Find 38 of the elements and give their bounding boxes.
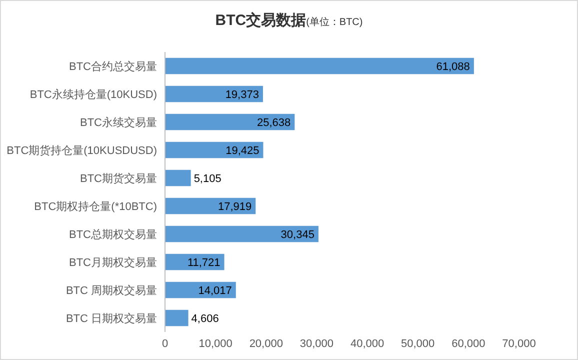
y-tick-label: BTC 日期权交易量 — [66, 312, 157, 325]
bar — [165, 226, 318, 242]
x-tick-label: 60,000 — [452, 338, 486, 350]
data-label: 14,017 — [198, 285, 232, 297]
x-tick-label: 20,000 — [249, 338, 283, 350]
x-tick-label: 0 — [162, 338, 168, 350]
y-tick-label: BTC永续持仓量(10KUSD) — [30, 88, 157, 101]
y-tick-label: BTC合约总交易量 — [69, 60, 157, 73]
x-tick-label: 70,000 — [502, 338, 536, 350]
x-tick-label: 10,000 — [198, 338, 232, 350]
data-label: 11,721 — [187, 257, 220, 269]
chart-title: BTC交易数据 — [215, 11, 306, 29]
data-label: 19,425 — [226, 145, 260, 157]
data-label: 61,088 — [436, 61, 470, 73]
x-tick-label: 30,000 — [300, 338, 334, 350]
y-tick-label: BTC期权持仓量(*10BTC) — [34, 201, 157, 213]
y-tick-label: BTC期货交易量 — [80, 172, 157, 185]
y-tick-label: BTC永续交易量 — [80, 116, 157, 129]
x-tick-label: 50,000 — [401, 338, 435, 350]
data-label: 30,345 — [280, 229, 314, 241]
bar — [165, 142, 264, 158]
bar — [165, 114, 295, 130]
data-label: 5,105 — [194, 173, 222, 185]
bar — [165, 198, 256, 214]
y-tick-label: BTC 周期权交易量 — [66, 284, 157, 297]
bar — [165, 86, 263, 102]
data-label: 4,606 — [191, 313, 219, 325]
chart-subtitle: (单位：BTC) — [306, 16, 363, 28]
y-tick-label: BTC总期权交易量 — [69, 228, 157, 241]
y-tick-label: BTC期货持仓量(10KUSDUSD) — [6, 145, 157, 157]
bar — [165, 170, 191, 186]
data-label: 19,373 — [225, 89, 259, 101]
bar — [165, 310, 188, 326]
data-label: 25,638 — [257, 117, 291, 129]
y-tick-label: BTC月期权交易量 — [69, 256, 157, 269]
x-tick-label: 40,000 — [350, 338, 384, 350]
bar — [165, 58, 474, 74]
data-label: 17,919 — [218, 201, 252, 213]
